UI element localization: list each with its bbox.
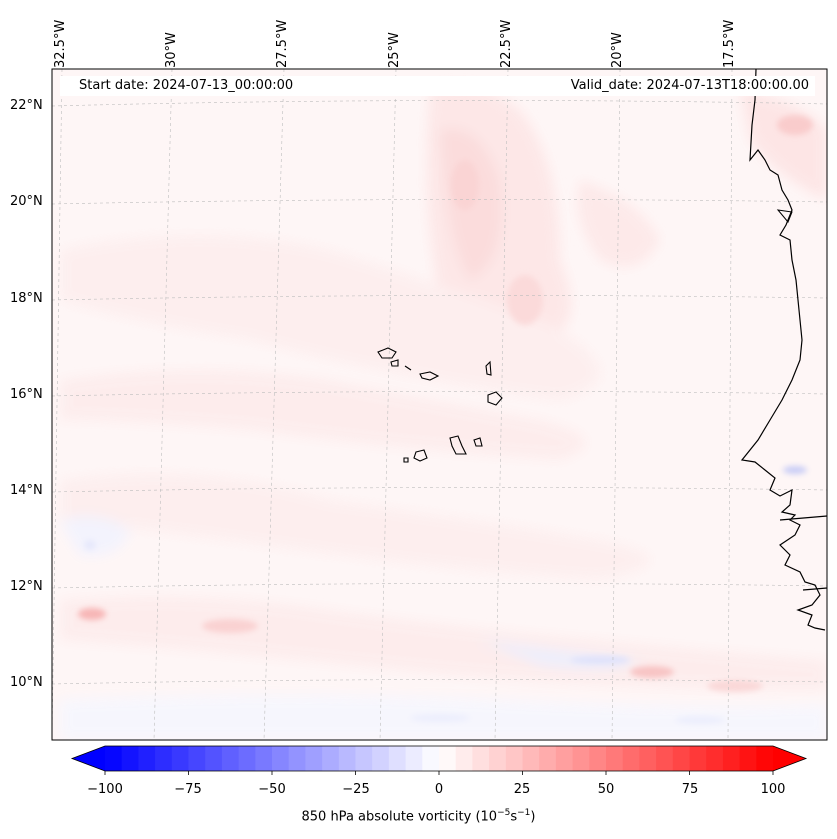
lat-label: 20°N <box>10 194 43 209</box>
colorbar-segment <box>672 746 691 771</box>
colorbar-segment <box>155 746 173 771</box>
colorbar-tick-label: 75 <box>681 782 699 797</box>
colorbar-segment <box>388 746 407 771</box>
colorbar-tick-label: −75 <box>174 782 202 797</box>
title-strip <box>60 76 815 96</box>
colorbar-label: 850 hPa absolute vorticity (10−5s−1) <box>301 808 536 825</box>
colorbar-segment <box>305 746 323 771</box>
colorbar-segment <box>572 746 590 771</box>
colorbar-segment <box>589 746 607 771</box>
lat-label: 22°N <box>10 98 43 113</box>
lon-label: 32.5°W <box>53 19 68 68</box>
colorbar-segment <box>756 746 774 771</box>
lat-label: 12°N <box>10 579 43 594</box>
colorbar-segment <box>205 746 223 771</box>
lat-label: 16°N <box>10 387 43 402</box>
colorbar-segment <box>472 746 490 771</box>
colorbar-tick-label: −100 <box>87 782 123 797</box>
colorbar-segment <box>656 746 674 771</box>
graticule <box>52 69 827 740</box>
colorbar-segment <box>355 746 373 771</box>
lon-label: 22.5°W <box>499 19 514 68</box>
lon-label: 17.5°W <box>722 19 737 68</box>
colorbar-extend-max <box>773 746 806 771</box>
colorbar-extend-min <box>72 746 105 771</box>
africa-coastline <box>740 69 826 631</box>
colorbar-segment <box>255 746 273 771</box>
colorbar-segment <box>272 746 290 771</box>
colorbar-segment <box>372 746 390 771</box>
colorbar-segment <box>221 746 240 771</box>
start-date-label: Start date: 2024-07-13_00:00:00 <box>79 78 294 93</box>
colorbar-segment <box>539 746 557 771</box>
lon-label: 30°W <box>164 32 179 68</box>
colorbar-segment <box>555 746 574 771</box>
colorbar-segment <box>706 746 724 771</box>
colorbar-tick-label: 100 <box>760 782 786 797</box>
colorbar-segment <box>322 746 340 771</box>
colorbar-segment <box>622 746 640 771</box>
colorbar-segment <box>338 746 357 771</box>
colorbar-segment <box>722 746 741 771</box>
colorbar-segment <box>489 746 507 771</box>
colorbar-tick-label: 0 <box>434 782 444 797</box>
colorbar-segment <box>522 746 540 771</box>
colorbar-segment <box>689 746 707 771</box>
colorbar-segment <box>439 746 457 771</box>
colorbar-segment <box>455 746 473 771</box>
colorbar-segment <box>606 746 624 771</box>
colorbar <box>70 745 808 775</box>
colorbar-segment <box>138 746 156 771</box>
colorbar-tick-label: −50 <box>258 782 286 797</box>
colorbar-segment <box>105 746 123 771</box>
valid-date-label: Valid_date: 2024-07-13T18:00:00.00 <box>570 78 809 93</box>
vorticity-field <box>52 69 827 740</box>
colorbar-tick-label: 25 <box>513 782 531 797</box>
colorbar-segment <box>639 746 657 771</box>
lat-label: 14°N <box>10 483 43 498</box>
colorbar-segment <box>505 746 524 771</box>
colorbar-segment <box>422 746 440 771</box>
lat-label: 18°N <box>10 291 43 306</box>
map-frame <box>51 68 828 741</box>
cape-verde-islands <box>377 347 503 463</box>
colorbar-segment <box>238 746 256 771</box>
colorbar-segment <box>171 746 190 771</box>
lon-label: 25°W <box>387 32 402 68</box>
colorbar-segment <box>288 746 306 771</box>
colorbar-segment <box>188 746 206 771</box>
lon-label: 20°W <box>610 32 625 68</box>
lon-label: 27.5°W <box>275 19 290 68</box>
colorbar-segment <box>121 746 139 771</box>
colorbar-segment <box>739 746 757 771</box>
lat-label: 10°N <box>10 675 43 690</box>
colorbar-segment <box>405 746 423 771</box>
colorbar-tick-label: −25 <box>342 782 370 797</box>
colorbar-tick-label: 50 <box>597 782 615 797</box>
